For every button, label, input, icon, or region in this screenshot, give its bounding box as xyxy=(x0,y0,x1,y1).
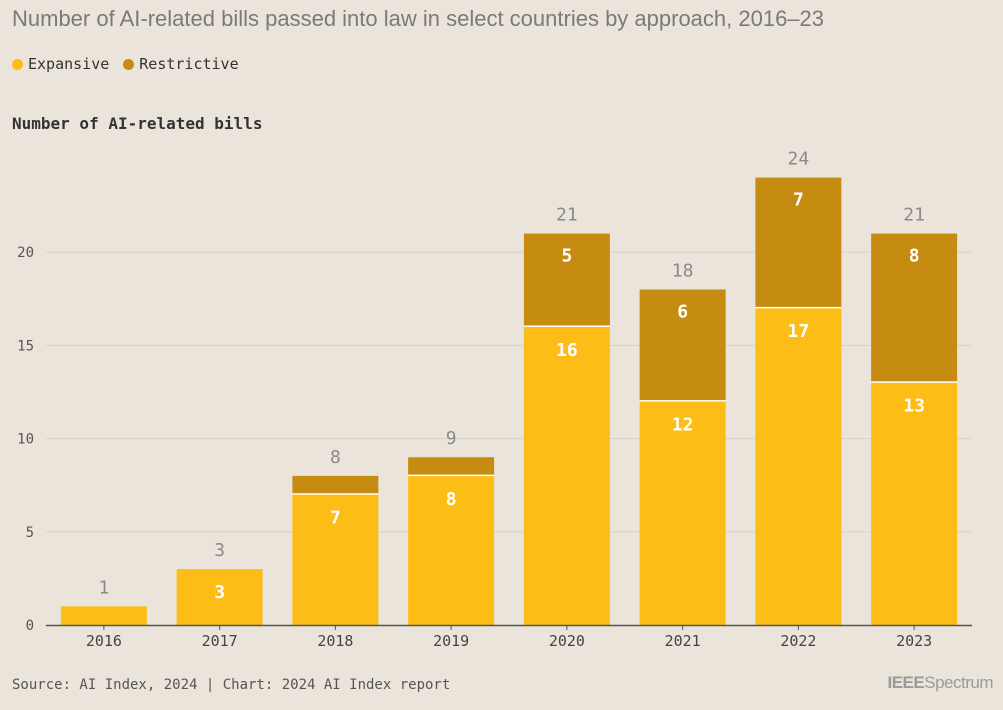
total-label-2016: 1 xyxy=(98,577,109,598)
bar-restrictive-2021 xyxy=(639,289,726,401)
legend-item-restrictive: Restrictive xyxy=(123,55,239,73)
value-label-expansive-2017: 3 xyxy=(214,582,225,603)
value-label-expansive-2023: 13 xyxy=(903,396,925,417)
x-tick-label-2019: 2019 xyxy=(433,632,469,650)
bar-expansive-2021 xyxy=(639,401,726,625)
source-note: Source: AI Index, 2024 | Chart: 2024 AI … xyxy=(12,677,451,693)
bar-expansive-2017 xyxy=(176,569,263,625)
bar-expansive-2019 xyxy=(408,475,495,625)
bar-expansive-2020 xyxy=(523,326,610,625)
x-tick-label-2017: 2017 xyxy=(202,632,238,650)
value-label-expansive-2018: 7 xyxy=(330,508,341,529)
legend-item-expansive: Expansive xyxy=(12,55,109,73)
stacked-bar-chart: 0 5 10 15 20 1 2016 3 3 2017 7 8 2018 8 9 2019 16 5 21 2020… xyxy=(17,149,972,650)
x-tick-label-2020: 2020 xyxy=(549,632,585,650)
value-label-restrictive-2023: 8 xyxy=(909,246,920,267)
brand-logo-light: Spectrum xyxy=(924,673,993,692)
legend-label-restrictive: Restrictive xyxy=(139,55,239,73)
value-label-restrictive-2021: 6 xyxy=(677,301,688,322)
value-label-restrictive-2022: 7 xyxy=(793,190,804,211)
legend: Expansive Restrictive xyxy=(12,55,239,73)
value-label-expansive-2022: 17 xyxy=(788,321,810,342)
y-tick-label-5: 5 xyxy=(26,525,34,541)
total-label-2018: 8 xyxy=(330,447,341,468)
value-label-expansive-2020: 16 xyxy=(556,340,578,361)
x-tick-label-2023: 2023 xyxy=(896,632,932,650)
bar-expansive-2018 xyxy=(292,494,379,625)
chart-title: Number of AI-related bills passed into l… xyxy=(12,6,825,31)
x-tick-label-2021: 2021 xyxy=(665,632,701,650)
value-label-expansive-2021: 12 xyxy=(672,414,694,435)
bar-expansive-2016 xyxy=(60,606,147,625)
total-label-2022: 24 xyxy=(788,149,810,170)
bar-expansive-2022 xyxy=(755,308,842,625)
total-label-2023: 21 xyxy=(903,205,925,226)
total-label-2017: 3 xyxy=(214,540,225,561)
brand-logo: IEEESpectrum xyxy=(888,673,994,693)
total-label-2020: 21 xyxy=(556,205,578,226)
bar-restrictive-2022 xyxy=(755,177,842,308)
legend-swatch-expansive xyxy=(12,58,23,70)
brand-logo-bold: IEEE xyxy=(887,673,925,692)
y-axis-label: Number of AI-related bills xyxy=(12,114,263,133)
x-tick-label-2018: 2018 xyxy=(317,632,353,650)
bar-restrictive-2020 xyxy=(523,233,610,326)
bar-restrictive-2018 xyxy=(292,475,379,494)
y-tick-label-0: 0 xyxy=(26,618,34,634)
x-tick-label-2016: 2016 xyxy=(86,632,122,650)
y-tick-label-10: 10 xyxy=(17,432,34,448)
y-tick-label-20: 20 xyxy=(17,245,34,261)
value-label-expansive-2019: 8 xyxy=(446,489,457,510)
legend-label-expansive: Expansive xyxy=(28,55,110,73)
bar-expansive-2023 xyxy=(871,382,958,625)
bar-restrictive-2019 xyxy=(408,457,495,475)
total-label-2021: 18 xyxy=(672,260,694,281)
bar-restrictive-2023 xyxy=(871,233,958,382)
total-label-2019: 9 xyxy=(446,428,457,449)
x-tick-label-2022: 2022 xyxy=(780,632,816,650)
value-label-restrictive-2020: 5 xyxy=(561,246,572,267)
legend-swatch-restrictive xyxy=(123,58,135,70)
y-tick-label-15: 15 xyxy=(17,338,34,354)
